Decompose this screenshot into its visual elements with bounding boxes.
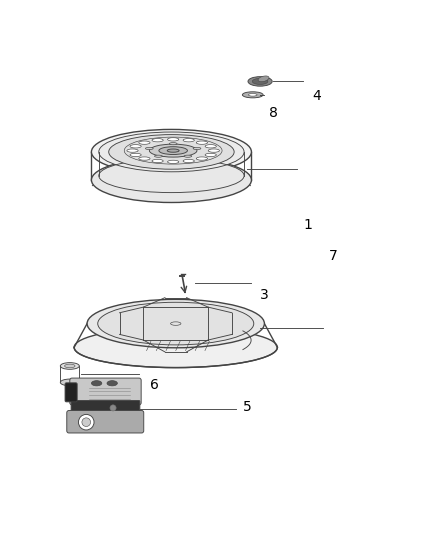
Ellipse shape [139,141,150,144]
Ellipse shape [183,139,194,142]
Text: 6: 6 [150,378,159,392]
Ellipse shape [196,141,208,144]
Ellipse shape [248,93,257,96]
Ellipse shape [78,414,94,430]
Ellipse shape [155,155,162,157]
Ellipse shape [205,154,216,157]
Text: 8: 8 [269,106,278,120]
Ellipse shape [248,77,272,86]
Ellipse shape [193,148,201,150]
Ellipse shape [92,130,251,174]
Ellipse shape [64,364,75,368]
FancyBboxPatch shape [71,401,140,414]
Ellipse shape [110,405,116,411]
Ellipse shape [98,302,254,345]
Text: 3: 3 [260,288,269,302]
Text: 5: 5 [243,400,251,414]
Ellipse shape [159,147,187,155]
Ellipse shape [145,148,153,150]
Text: 1: 1 [304,219,312,232]
Ellipse shape [130,144,141,148]
Ellipse shape [74,327,277,368]
Ellipse shape [107,381,117,386]
Ellipse shape [92,381,102,386]
Ellipse shape [258,76,269,82]
Ellipse shape [60,362,79,369]
Ellipse shape [196,157,208,160]
Ellipse shape [183,159,194,163]
Ellipse shape [167,149,179,152]
Ellipse shape [92,158,251,203]
Ellipse shape [82,418,91,426]
Ellipse shape [184,155,192,157]
Ellipse shape [208,149,219,152]
Ellipse shape [169,143,177,145]
Ellipse shape [168,138,179,141]
Ellipse shape [205,144,216,148]
FancyBboxPatch shape [65,383,77,402]
Ellipse shape [168,160,179,164]
Ellipse shape [139,157,150,160]
Ellipse shape [130,154,141,157]
Text: 4: 4 [312,88,321,103]
Ellipse shape [99,132,244,172]
Ellipse shape [149,144,197,157]
Ellipse shape [252,78,268,84]
Text: 7: 7 [329,249,338,263]
FancyBboxPatch shape [67,410,144,433]
FancyBboxPatch shape [70,378,141,405]
Ellipse shape [87,300,265,348]
Ellipse shape [60,379,79,386]
Ellipse shape [109,135,234,169]
Ellipse shape [127,149,138,152]
Ellipse shape [152,139,163,142]
Ellipse shape [242,92,263,98]
Ellipse shape [152,159,163,163]
